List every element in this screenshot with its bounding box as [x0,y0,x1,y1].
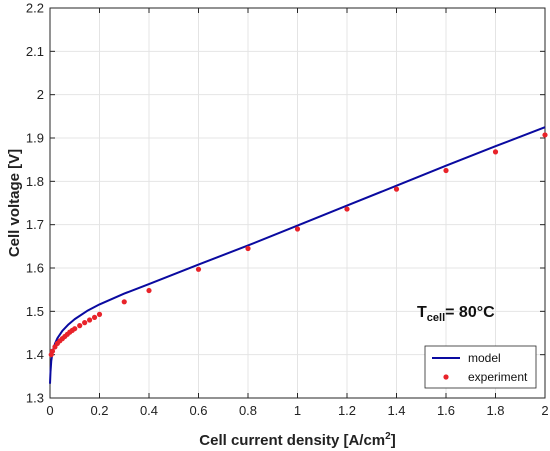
experiment-point [294,226,301,232]
y-tick-label: 1.3 [26,391,44,406]
x-tick-label: 0.8 [239,403,257,418]
y-axis-ticks: 1.3 1.4 1.5 1.6 1.7 1.8 1.9 2 2.1 2.2 [26,1,545,406]
experiment-point [82,320,88,326]
annotation-subscript: cell [427,312,445,324]
experiment-point [443,167,449,174]
legend-box [424,345,537,389]
x-tick-label: 0.2 [90,403,108,418]
x-tick-label: 0 [46,403,53,418]
y-tick-label: 2 [37,87,44,102]
x-tick-label: 2 [541,403,548,418]
experiment-point [344,206,350,212]
x-tick-label: 1.8 [486,403,504,418]
legend: model experiment [424,345,537,389]
x-tick-label: 0.6 [189,403,207,418]
y-axis-title: Cell voltage [V] [6,149,23,257]
legend-experiment-label: experiment [468,370,528,384]
y-tick-label: 1.5 [26,304,44,319]
experiment-point [542,132,548,138]
y-tick-label: 1.6 [26,261,44,276]
experiment-point [121,299,127,305]
experiment-point [146,287,152,294]
annotation-symbol: T [417,304,427,321]
temperature-annotation: Tcell= 80°C [417,304,495,324]
x-tick-label: 0.4 [140,403,158,418]
x-tick-label: 1 [294,403,301,418]
y-tick-label: 1.4 [26,347,44,362]
experiment-point [49,348,56,354]
y-tick-label: 2.1 [26,44,44,59]
legend-model-label: model [468,351,501,365]
x-axis-title-main: Cell current density [A/cm [199,432,385,449]
experiment-point [91,314,98,320]
x-tick-label: 1.2 [338,403,356,418]
experiment-point [195,266,202,272]
experiment-point [87,317,93,323]
experiment-point [492,149,499,155]
y-tick-label: 1.7 [26,217,44,232]
experiment-point [96,311,103,317]
x-axis-title: Cell current density [A/cm2] [199,431,395,449]
experiment-point [393,186,400,192]
x-axis-ticks: 0 0.2 0.4 0.6 0.8 1 1.2 1.4 1.6 1.8 2 [46,8,549,418]
x-axis-title-end: ] [391,432,396,449]
y-tick-label: 1.8 [26,174,44,189]
x-tick-label: 1.4 [387,403,405,418]
series-layer [48,126,548,384]
experiment-point [72,326,78,332]
experiment-point [245,245,251,252]
x-axis-title-superscript: 2 [385,431,391,442]
experiment-point [77,323,83,329]
y-tick-label: 2.2 [26,1,44,16]
legend-experiment-swatch [443,374,449,380]
y-tick-label: 1.9 [26,131,44,146]
x-tick-label: 1.6 [437,403,455,418]
annotation-value: = 80°C [445,304,495,321]
